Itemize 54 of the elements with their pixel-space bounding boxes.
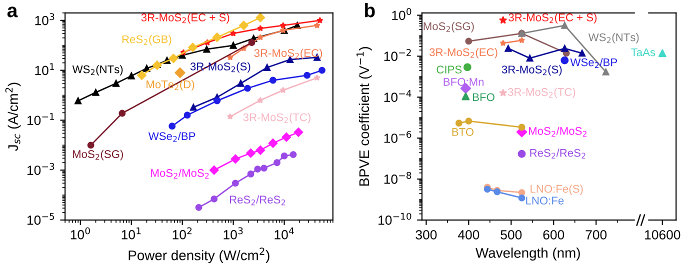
x-tick-label: 400	[458, 230, 480, 240]
series-label: 3R-MoS$_{2}$(S)	[502, 65, 562, 76]
y-axis-title: BPVE coefficient (V$^{−1}$)	[356, 47, 372, 186]
y-tick-label: 10$^{3}$	[35, 13, 54, 26]
y-tick-label: 10$^{−3}$	[27, 162, 54, 175]
x-tick-label: 10$^{1}$	[122, 227, 141, 240]
series-label: MoS$_{2}$/MoS$_{2}$	[529, 126, 586, 137]
series-label: MoS$_{2}$(SG)	[424, 22, 474, 32]
series-label: ReS$_{2}$/ReS$_{2}$	[230, 195, 286, 206]
series-label: WS$_{2}$(NTs)	[588, 33, 639, 44]
series-label: 3R-MoS$_{2}$(EC)	[254, 48, 322, 60]
y-tick-label: 10$^{−10}$	[378, 212, 412, 225]
x-tick-label: 10$^{0}$	[70, 227, 90, 240]
y-tick-label: 10$^{−5}$	[27, 212, 54, 225]
y-tick-label: 10$^{−6}$	[384, 130, 412, 143]
chart-title: b	[365, 3, 375, 18]
x-tick-label: 300	[416, 230, 437, 240]
series-label: MoS$_{2}$/MoS$_{2}$	[151, 168, 209, 179]
series-label: TaAs	[631, 48, 656, 56]
x-tick-label: 10$^{3}$	[224, 227, 243, 240]
y-tick-label: 10$^{1}$	[35, 63, 54, 76]
series-label: BTO	[452, 128, 474, 136]
x-axis-title: Power density (W/cm$^{2}$)	[128, 248, 270, 264]
series-label: 3R-MoS$_{2}$(TC)	[243, 113, 310, 124]
x-tick-label: 10$^{4}$	[274, 227, 294, 240]
series-label: WSe$_{2}$/BP	[570, 58, 617, 68]
x-tick-label: 500	[500, 230, 522, 240]
series-label: WS$_{2}$(NTs)	[72, 65, 123, 76]
y-axis-title: J$_{sc}$ (A/cm$^{2}$)	[5, 82, 21, 151]
series-label: BFO	[473, 93, 494, 102]
series-label: 3R-MoS$_{2}$(TC)	[508, 88, 576, 98]
x-tick-label: 10600	[645, 230, 680, 240]
x-tick-label: 700	[586, 230, 607, 240]
x-tick-label: 10$^{2}$	[172, 227, 192, 240]
y-tick-label: 10$^{−1}$	[27, 113, 54, 126]
series-label: MoTe$_{2}$(D)	[146, 80, 194, 90]
series-label: ReS$_{2}$/ReS$_{2}$	[530, 148, 586, 159]
x-axis-title: Wavelength (nm)	[476, 248, 580, 261]
y-tick-label: 10$^{−2}$	[384, 48, 411, 62]
y-tick-label: 10$^{−8}$	[384, 172, 412, 184]
series-label: CIPS	[436, 66, 462, 74]
chart-title: a	[7, 6, 18, 18]
series-label: MoS$_{2}$(SG)	[72, 150, 124, 160]
series-label: ReS$_{2}$(GB)	[122, 35, 172, 46]
series-label: 3R-MoS$_{2}$(EC + S)	[508, 13, 597, 24]
series-label: LNO:Fe	[526, 196, 564, 205]
y-tick-label: 10$^{−4}$	[384, 90, 412, 102]
y-tick-label: 10$^{0}$	[392, 8, 412, 20]
series-label: LNO:Fe(S)	[530, 184, 583, 195]
series-label: 3R-MoS$_{2}$(EC + S)	[141, 13, 230, 24]
series-label: WSe$_{2}$/BP	[148, 132, 196, 142]
x-tick-label: 600	[543, 230, 564, 240]
series-label: BFO:Mn	[444, 78, 484, 86]
series-label: 3R-MoS$_{2}$(EC)	[430, 48, 498, 58]
